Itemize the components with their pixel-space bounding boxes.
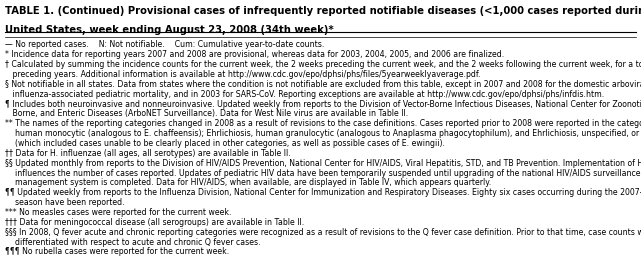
Text: differentiated with respect to acute and chronic Q fever cases.: differentiated with respect to acute and… bbox=[5, 238, 261, 247]
Text: ¶ Includes both neuroinvasive and nonneuroinvasive. Updated weekly from reports : ¶ Includes both neuroinvasive and nonneu… bbox=[5, 100, 641, 109]
Text: †† Data for H. influenzae (all ages, all serotypes) are available in Table II.: †† Data for H. influenzae (all ages, all… bbox=[5, 149, 291, 158]
Text: management system is completed. Data for HIV/AIDS, when available, are displayed: management system is completed. Data for… bbox=[5, 178, 492, 187]
Text: §§§ In 2008, Q fever acute and chronic reporting categories were recognized as a: §§§ In 2008, Q fever acute and chronic r… bbox=[5, 228, 641, 237]
Text: Borne, and Enteric Diseases (ArboNET Surveillance). Data for West Nile virus are: Borne, and Enteric Diseases (ArboNET Sur… bbox=[5, 110, 408, 119]
Text: (which included cases unable to be clearly placed in other categories, as well a: (which included cases unable to be clear… bbox=[5, 139, 445, 148]
Text: § Not notifiable in all states. Data from states where the condition is not noti: § Not notifiable in all states. Data fro… bbox=[5, 80, 641, 89]
Text: *** No measles cases were reported for the current week.: *** No measles cases were reported for t… bbox=[5, 208, 231, 217]
Text: ††† Data for meningococcal disease (all serogroups) are available in Table II.: ††† Data for meningococcal disease (all … bbox=[5, 218, 304, 227]
Text: influenza-associated pediatric mortality, and in 2003 for SARS-CoV. Reporting ex: influenza-associated pediatric mortality… bbox=[5, 90, 604, 99]
Text: ¶¶¶ No rubella cases were reported for the current week.: ¶¶¶ No rubella cases were reported for t… bbox=[5, 247, 229, 256]
Text: human monocytic (analogous to E. chaffeensis); Ehrlichiosis, human granulocytic : human monocytic (analogous to E. chaffee… bbox=[5, 129, 641, 138]
Text: influences the number of cases reported. Updates of pediatric HIV data have been: influences the number of cases reported.… bbox=[5, 168, 641, 178]
Text: United States, week ending August 23, 2008 (34th week)*: United States, week ending August 23, 20… bbox=[5, 25, 334, 35]
Text: * Incidence data for reporting years 2007 and 2008 are provisional, whereas data: * Incidence data for reporting years 200… bbox=[5, 50, 504, 59]
Text: † Calculated by summing the incidence counts for the current week, the 2 weeks p: † Calculated by summing the incidence co… bbox=[5, 60, 641, 69]
Text: TABLE 1. (Continued) Provisional cases of infrequently reported notifiable disea: TABLE 1. (Continued) Provisional cases o… bbox=[5, 6, 641, 16]
Text: ¶¶ Updated weekly from reports to the Influenza Division, National Center for Im: ¶¶ Updated weekly from reports to the In… bbox=[5, 188, 641, 197]
Text: §§ Updated monthly from reports to the Division of HIV/AIDS Prevention, National: §§ Updated monthly from reports to the D… bbox=[5, 159, 641, 168]
Text: ** The names of the reporting categories changed in 2008 as a result of revision: ** The names of the reporting categories… bbox=[5, 119, 641, 128]
Text: season have been reported.: season have been reported. bbox=[5, 198, 125, 207]
Text: — No reported cases.    N: Not notifiable.    Cum: Cumulative year-to-date count: — No reported cases. N: Not notifiable. … bbox=[5, 40, 324, 49]
Text: preceding years. Additional information is available at http://www.cdc.gov/epo/d: preceding years. Additional information … bbox=[5, 70, 481, 79]
